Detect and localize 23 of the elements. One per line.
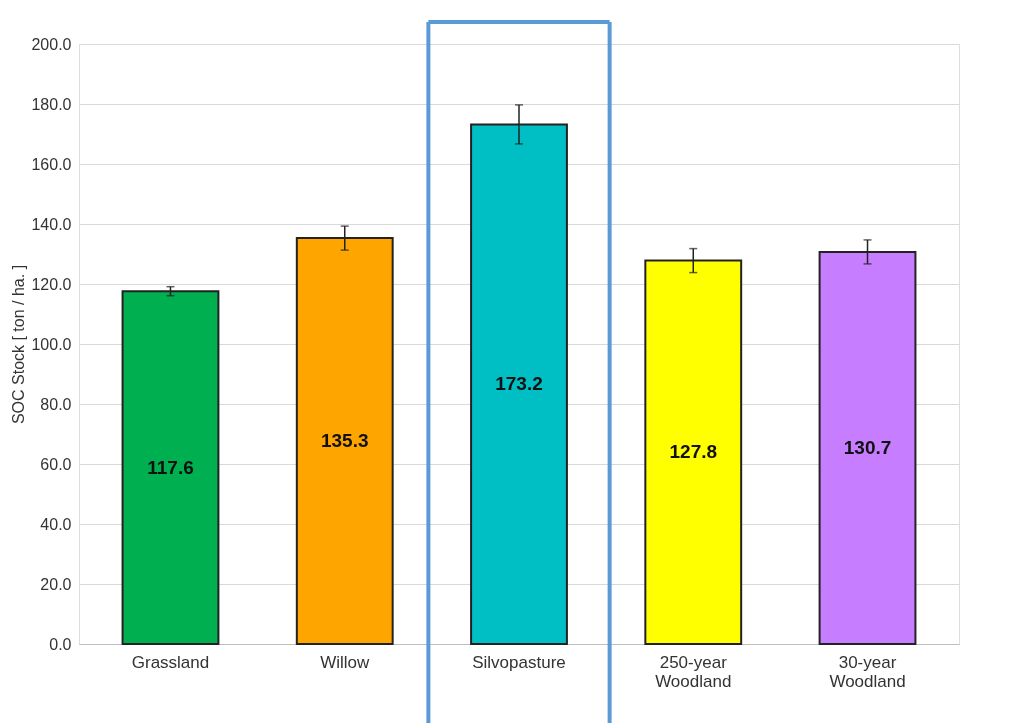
x-tick-label: 250-year Woodland bbox=[655, 652, 732, 691]
y-tick-label: 200.0 bbox=[31, 35, 72, 53]
y-tick-label: 0.0 bbox=[49, 635, 72, 653]
y-tick-label: 100.0 bbox=[31, 335, 72, 353]
y-tick-label: 120.0 bbox=[31, 275, 72, 293]
y-tick-label: 20.0 bbox=[40, 575, 72, 593]
x-tick-label: 30-year Woodland bbox=[829, 652, 906, 691]
x-tick-label: Silvopasture bbox=[472, 652, 566, 672]
y-tick-label: 60.0 bbox=[40, 455, 72, 473]
y-tick-label: 40.0 bbox=[40, 515, 72, 533]
x-tick-label: Grassland bbox=[131, 652, 210, 672]
y-axis-title: SOC Stock [ ton / ha. ] bbox=[10, 264, 28, 425]
x-tick-label: Willow bbox=[320, 652, 371, 672]
y-tick-label: 80.0 bbox=[40, 395, 72, 413]
data-label: 130.7 bbox=[843, 436, 892, 458]
data-label: 127.8 bbox=[669, 441, 718, 463]
data-label: 117.6 bbox=[147, 456, 194, 478]
y-tick-label: 180.0 bbox=[31, 95, 72, 113]
y-tick-label: 140.0 bbox=[31, 215, 72, 233]
bar bbox=[121, 290, 220, 645]
data-label: 135.3 bbox=[320, 430, 369, 452]
data-label: 173.2 bbox=[495, 373, 543, 395]
y-tick-label: 160.0 bbox=[31, 155, 72, 173]
